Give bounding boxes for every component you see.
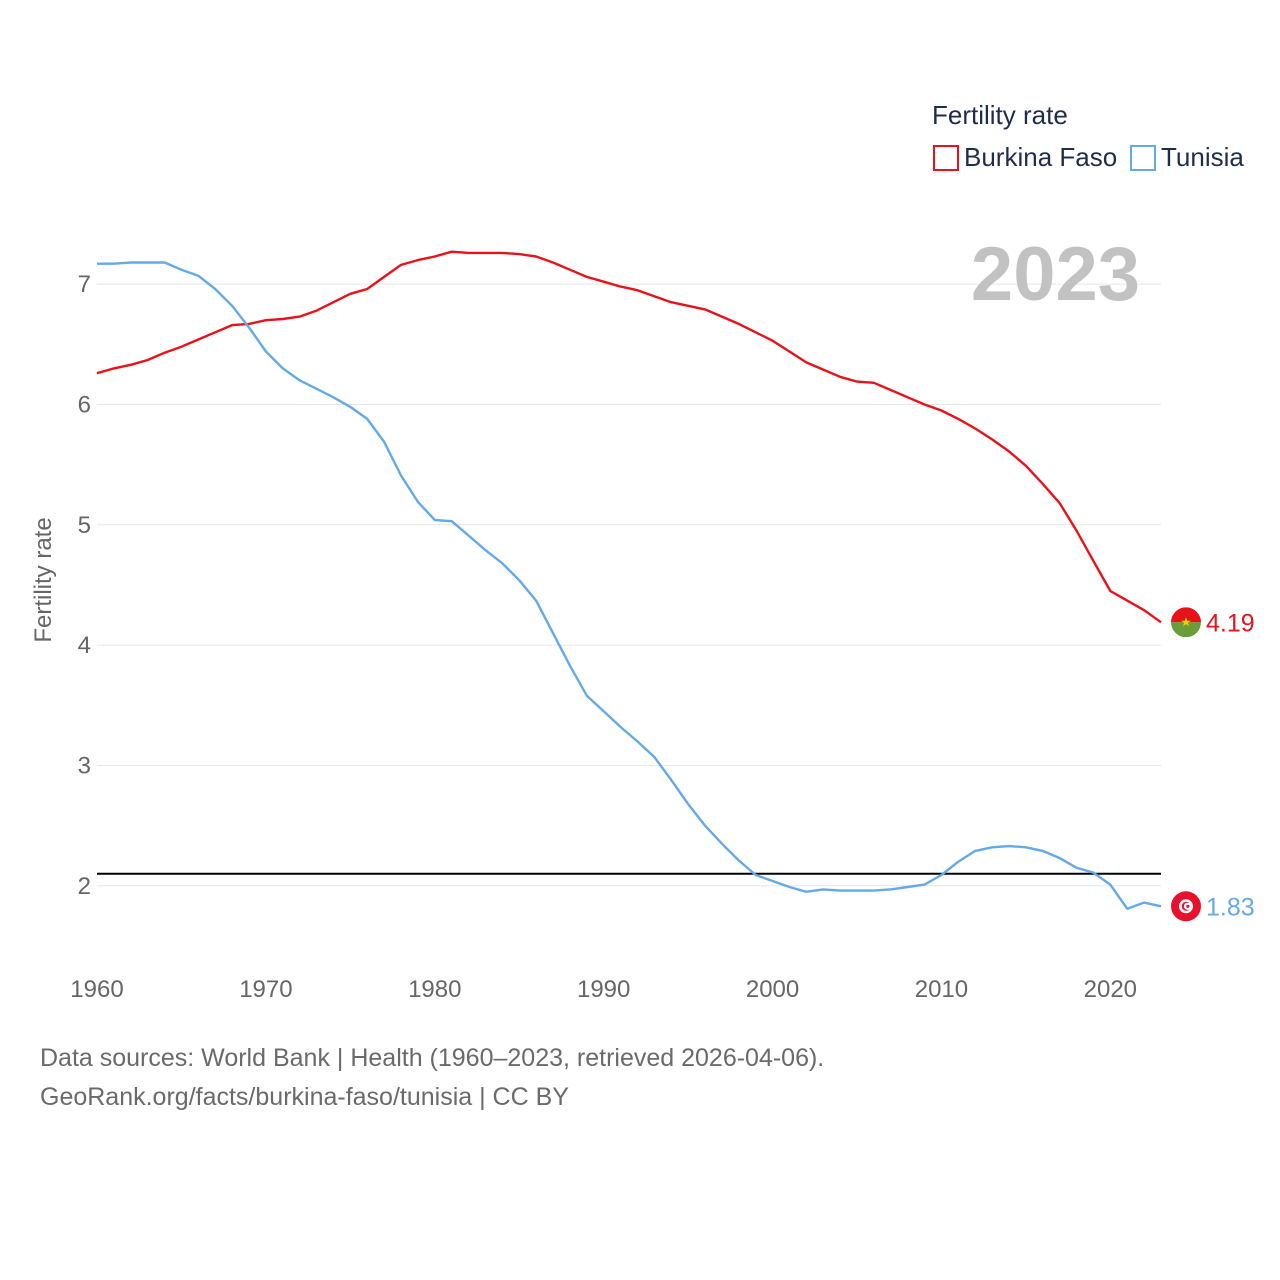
legend-item-burkina-faso[interactable]: Burkina Faso — [933, 142, 1117, 172]
y-tick-label: 3 — [78, 752, 91, 779]
x-tick-label: 1980 — [408, 976, 461, 1003]
legend-label-burkina-faso: Burkina Faso — [964, 142, 1117, 172]
x-tick-label: 2000 — [746, 976, 799, 1003]
legend-swatch-burkina-faso — [933, 145, 959, 171]
tunisia-flag-icon — [1171, 891, 1201, 922]
series-line-tunisia[interactable] — [97, 261, 1162, 910]
x-tick-label: 2010 — [915, 976, 968, 1003]
end-value-burkina-faso: 4.19 — [1206, 609, 1255, 637]
y-axis-title: Fertility rate — [30, 517, 57, 642]
x-tick-label: 1970 — [239, 976, 292, 1003]
x-tick-label: 1960 — [70, 976, 123, 1003]
end-value-tunisia: 1.83 — [1206, 893, 1255, 921]
source-line-2[interactable]: GeoRank.org/facts/burkina-faso/tunisia |… — [40, 1083, 569, 1111]
year-label: 2023 — [971, 232, 1140, 317]
legend-title: Fertility rate — [932, 100, 1068, 130]
legend-swatch-tunisia — [1130, 145, 1156, 171]
y-tick-label: 5 — [78, 512, 91, 539]
burkina-faso-flag-icon — [1171, 607, 1201, 638]
gridlines — [97, 283, 1161, 887]
y-tick-label: 6 — [78, 391, 91, 418]
legend-label-tunisia: Tunisia — [1161, 142, 1244, 172]
legend-item-tunisia[interactable]: Tunisia — [1130, 142, 1244, 172]
series-line-burkina-faso[interactable] — [96, 250, 1162, 624]
source-line-1: Data sources: World Bank | Health (1960–… — [40, 1044, 825, 1072]
x-axis-ticks: 1960 1970 1980 1990 2000 2010 2020 — [70, 976, 1137, 1003]
y-tick-label: 2 — [78, 873, 91, 900]
fertility-rate-chart: Fertility rate Burkina Faso Tunisia 2 3 4 5… — [30, 100, 1255, 1003]
y-tick-label: 7 — [78, 271, 91, 298]
legend: Fertility rate Burkina Faso Tunisia — [932, 100, 1244, 172]
y-tick-label: 4 — [78, 632, 91, 659]
x-tick-label: 1990 — [577, 976, 630, 1003]
x-tick-label: 2020 — [1084, 976, 1137, 1003]
y-axis-ticks: 2 3 4 5 6 7 — [78, 271, 91, 900]
